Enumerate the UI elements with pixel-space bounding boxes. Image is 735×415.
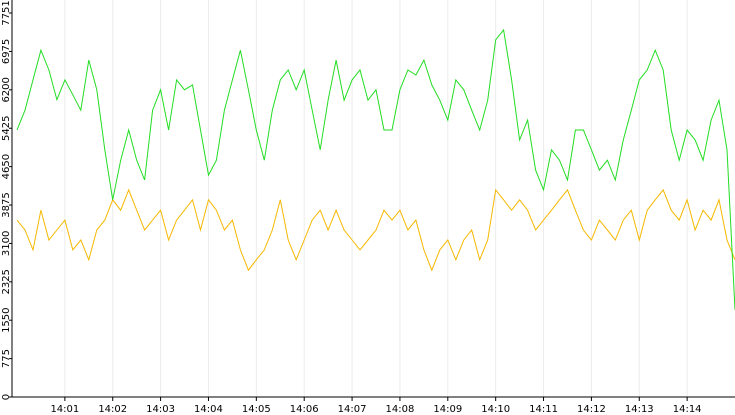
- x-tick-label: 14:06: [290, 404, 319, 415]
- x-tick-label: 14:04: [194, 404, 223, 415]
- y-tick-label: 1550: [1, 307, 12, 332]
- y-tick-label: 3100: [1, 231, 12, 256]
- x-tick-label: 14:10: [481, 404, 510, 415]
- y-tick-label: 775: [1, 349, 12, 368]
- x-tick-label: 14:05: [242, 404, 271, 415]
- data-line: [16, 28, 735, 310]
- x-tick-label: 14:08: [386, 404, 415, 415]
- data-line: [16, 188, 735, 272]
- y-tick-label: 7751: [1, 0, 12, 25]
- y-tick-label: 2325: [1, 269, 12, 294]
- x-tick-label: 14:13: [625, 404, 654, 415]
- y-tick-label: 5425: [1, 116, 12, 141]
- x-tick-label: 14:02: [98, 404, 127, 415]
- y-tick-label: 0: [1, 394, 12, 400]
- y-tick-label: 4650: [1, 154, 12, 179]
- x-tick-label: 14:11: [529, 404, 558, 415]
- y-tick-label: 6975: [1, 39, 12, 64]
- y-tick-label: 3875: [1, 192, 12, 217]
- x-tick-label: 14:12: [577, 404, 606, 415]
- x-tick-label: 14:14: [673, 404, 702, 415]
- x-tick-label: 14:01: [50, 404, 79, 415]
- y-tick-label: 6200: [1, 77, 12, 102]
- x-tick-label: 14:03: [146, 404, 175, 415]
- x-tick-label: 14:09: [433, 404, 462, 415]
- x-tick-label: 14:07: [338, 404, 367, 415]
